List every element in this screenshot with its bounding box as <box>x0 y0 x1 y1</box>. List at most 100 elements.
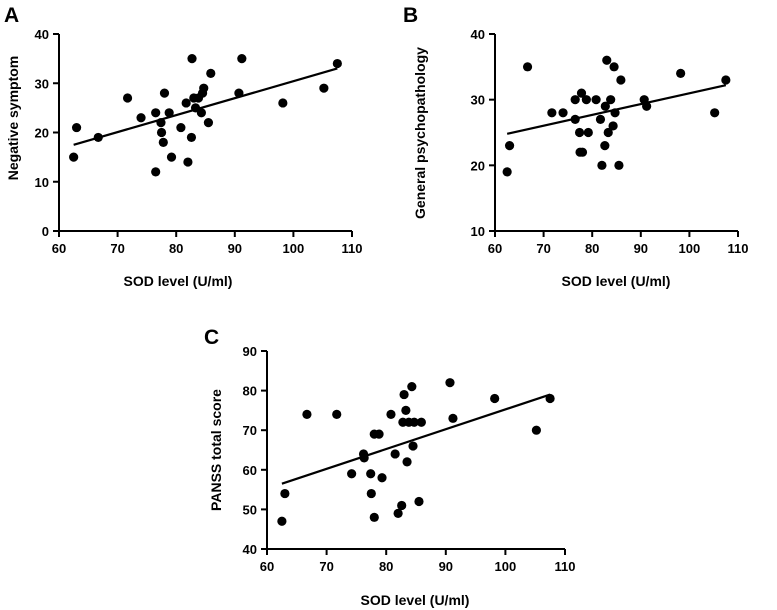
panel-c-ylabel: PANSS total score <box>208 389 224 511</box>
panel-b-data-point <box>504 141 515 151</box>
panel-c-data-point <box>531 425 541 435</box>
panel-b-data-point <box>502 167 512 177</box>
panel-b-x-tick-label: 60 <box>488 241 502 256</box>
panel-c-x-tick-label: 110 <box>555 559 576 574</box>
panel-b-data-point <box>600 141 610 151</box>
panel-a-data-point <box>203 118 214 128</box>
panel-b-data-point <box>608 121 618 131</box>
panel-b-y-tick-label: 10 <box>471 224 485 239</box>
panel-b-data-point <box>576 88 587 98</box>
panel-b-data-point <box>710 108 720 118</box>
panel-a-data-point <box>158 137 168 147</box>
panel-c-letter: C <box>204 326 219 349</box>
panel-a-data-point <box>183 157 193 167</box>
panel-a-data-point <box>176 122 186 133</box>
panel-a-fit-line <box>73 67 338 146</box>
panel-b-letter: B <box>403 4 418 27</box>
panel-a: A Negative symptom SOD level (U/ml) 60 70… <box>4 4 362 289</box>
panel-a-data-point <box>151 108 161 118</box>
panel-c-data-point <box>409 417 419 427</box>
panel-b-data-point <box>602 55 612 65</box>
panel-c-data-point <box>402 457 412 467</box>
panel-a-x-tick-label: 70 <box>110 241 124 256</box>
panel-c-data-point <box>448 413 458 423</box>
panel-b-y-tick-label: 20 <box>471 158 485 173</box>
panel-a-data-point <box>93 132 103 143</box>
panel-c: C PANSS total score SOD level (U/ml) 60 7… <box>204 326 575 608</box>
panel-a-data-point <box>166 152 177 162</box>
panel-c-data-point <box>445 378 455 388</box>
panel-b-data-point <box>597 160 607 170</box>
panel-c-data-point <box>414 496 424 507</box>
panel-a-xlabel: SOD level (U/ml) <box>124 273 233 289</box>
panel-b-data-point <box>547 108 557 118</box>
panel-a-x-tick-label: 90 <box>228 241 242 256</box>
panel-b-x-tick-label: 110 <box>728 241 749 256</box>
panel-b-data-point <box>676 68 686 78</box>
panel-a-data-point <box>159 88 170 98</box>
panel-c-data-point <box>390 449 400 459</box>
panel-b-data-point <box>642 101 652 111</box>
panel-a-data-point <box>164 108 174 118</box>
panel-b-data-point <box>721 75 731 85</box>
panel-c-data-point <box>399 389 409 400</box>
panel-b-x-tick-label: 100 <box>679 241 701 256</box>
panel-a-data-point <box>199 83 209 93</box>
panel-c-x-tick-label: 70 <box>319 559 333 574</box>
panel-c-data-point <box>302 409 312 419</box>
panel-c-data-point <box>408 441 418 451</box>
panel-c-data-point <box>490 393 500 404</box>
panel-a-ylabel: Negative symptom <box>5 56 21 180</box>
panel-a-data-point <box>122 93 133 103</box>
panel-c-data-point <box>545 393 555 404</box>
panel-c-y-tick-label: 70 <box>243 423 257 438</box>
panel-a-x-tick-label: 60 <box>52 241 66 256</box>
panel-b-data-point <box>610 108 620 118</box>
panel-c-x-tick-label: 100 <box>495 559 517 574</box>
panel-b-plot: 60 70 80 90 100 110 10 20 30 40 <box>471 27 749 256</box>
panel-b-data-point <box>609 62 619 72</box>
panel-b-x-tick-label: 70 <box>536 241 550 256</box>
panel-c-data-point <box>332 409 342 419</box>
panel-b: B General psychopathology SOD level (U/m… <box>403 4 748 289</box>
panel-a-plot: 60 70 80 90 100 110 0 10 20 30 40 <box>35 27 363 256</box>
panel-a-data-point <box>151 167 161 177</box>
panel-b-x-tick-label: 80 <box>585 241 599 256</box>
panel-a-letter: A <box>4 4 19 27</box>
panel-c-data-point <box>366 488 376 499</box>
panel-b-data-point <box>581 95 591 105</box>
panel-a-data-point <box>196 108 206 118</box>
panel-c-data-point <box>393 508 403 518</box>
panel-b-data-point <box>603 127 613 138</box>
panel-a-data-point <box>319 83 329 93</box>
panel-c-data-point <box>280 488 290 499</box>
panel-c-y-tick-label: 90 <box>243 344 257 359</box>
panel-c-xlabel: SOD level (U/ml) <box>361 592 470 608</box>
panel-c-x-tick-label: 80 <box>379 559 393 574</box>
panel-c-data-point <box>416 417 426 427</box>
panel-c-data-point <box>347 469 357 479</box>
panel-a-x-tick-label: 80 <box>169 241 183 256</box>
panel-a-data-point <box>187 54 197 64</box>
panel-a-data-point <box>69 152 79 162</box>
panel-c-fit-line <box>281 393 551 485</box>
panel-a-data-point <box>181 98 191 108</box>
panel-c-y-tick-label: 80 <box>243 384 257 399</box>
panel-a-data-point <box>156 118 166 128</box>
panel-a-y-tick-label: 30 <box>35 76 49 91</box>
panel-b-data-point <box>606 95 616 105</box>
panel-a-data-point <box>332 58 342 69</box>
panel-c-data-point <box>369 512 379 522</box>
panel-b-data-point <box>574 127 585 138</box>
panel-b-data-point <box>577 147 588 157</box>
panel-a-y-tick-label: 40 <box>35 27 49 42</box>
panel-c-y-tick-label: 60 <box>243 463 257 478</box>
panel-b-x-tick-label: 90 <box>634 241 648 256</box>
panel-b-data-point <box>591 95 601 105</box>
panel-b-data-point <box>614 160 624 170</box>
panel-c-data-point <box>374 429 384 439</box>
panel-c-plot: 60 70 80 90 100 110 40 50 60 70 80 90 <box>243 344 576 574</box>
panel-a-data-point <box>71 122 82 133</box>
panel-a-data-point <box>234 88 244 98</box>
